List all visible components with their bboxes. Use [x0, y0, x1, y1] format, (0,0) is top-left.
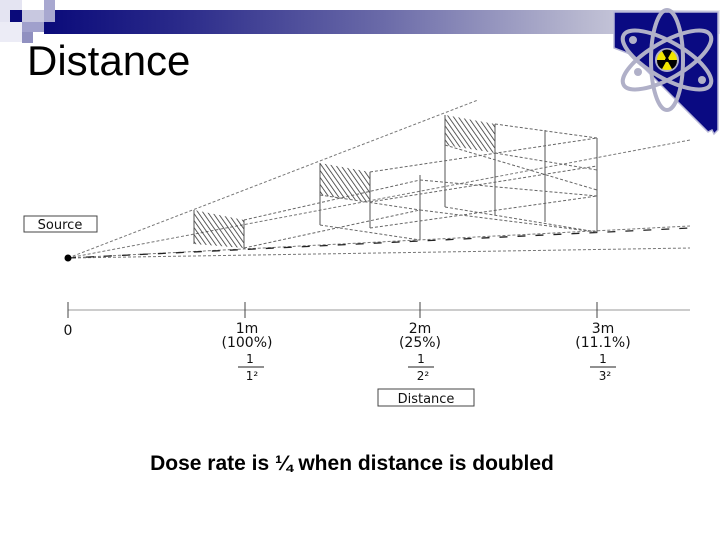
fraction-numerator-2m: 1 [417, 352, 425, 366]
slide-caption: Dose rate is ¼ when distance is doubled [150, 452, 554, 475]
header-square-decoration [44, 0, 55, 22]
tick-label-3m: 3m [592, 321, 615, 337]
header-square-decoration [22, 22, 44, 32]
fraction-denominator-3m: 3² [599, 369, 612, 383]
tick-label-0: 0 [64, 323, 73, 339]
slide-title: Distance [27, 37, 191, 84]
fraction-numerator-3m: 1 [599, 352, 607, 366]
header-square-decoration [10, 10, 22, 22]
nevada-atom-logo-icon [613, 8, 719, 136]
tick-label-2m: 2m [409, 321, 432, 337]
fraction-numerator-1m: 1 [246, 352, 254, 366]
fraction-denominator-1m: 1² [246, 369, 259, 383]
caption-row: Dose rate is ¼ when distance is doubled [0, 452, 720, 476]
fraction-denominator-2m: 2² [417, 369, 430, 383]
source-label: Source [38, 218, 83, 233]
header-square-decoration [22, 32, 33, 43]
tick-label-1m: 1m [236, 321, 259, 337]
header-square-decoration [22, 10, 44, 22]
header-square-decoration [0, 22, 22, 42]
tick-percent-3m: (11.1%) [575, 335, 630, 351]
header-gradient-bar [44, 10, 720, 34]
distance-axis-label: Distance [398, 392, 455, 407]
tick-percent-1m: (100%) [222, 335, 273, 351]
tick-percent-2m: (25%) [399, 335, 441, 351]
